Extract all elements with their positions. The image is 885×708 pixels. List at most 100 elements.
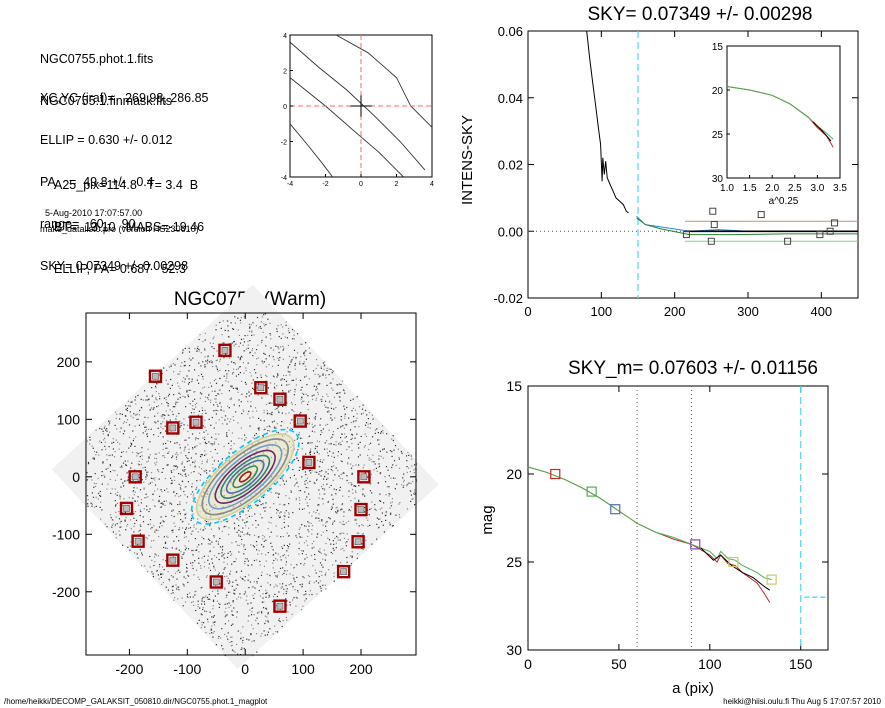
noise-dot [410,494,412,496]
noise-dot [127,400,130,402]
noise-dot [295,497,297,500]
galaxy-xtick-label: 0 [241,661,249,677]
noise-dot [335,542,337,544]
noise-dot [413,493,415,495]
noise-dot [316,445,318,448]
noise-dot [222,384,224,386]
noise-dot [228,620,230,622]
noise-dot [148,534,150,537]
magnitude-marker [610,504,621,515]
noise-dot [332,452,334,454]
sky-box-inner [257,384,265,392]
noise-dot [209,342,211,344]
noise-dot [278,516,281,519]
noise-dot [330,417,332,419]
noise-dot [197,576,199,578]
sky-box-inner [305,459,313,466]
noise-dot [211,558,213,560]
noise-dot [295,378,297,380]
noise-dot [208,418,210,420]
noise-dot [182,469,184,471]
noise-dot [147,460,149,462]
noise-dot [299,584,301,586]
noise-dot [260,376,262,378]
noise-dot [245,370,247,372]
noise-dot [370,473,372,476]
noise-dot [226,556,229,558]
noise-dot [305,479,307,482]
noise-dot [250,405,252,408]
noise-dot [332,523,334,525]
noise-dot [207,433,209,435]
noise-dot [155,554,157,556]
noise-dot [106,526,108,528]
noise-dot [186,460,188,463]
noise-dot [278,336,280,338]
sky-box [148,369,163,383]
noise-dot [288,355,291,358]
noise-dot [285,573,287,575]
noise-dot [268,355,270,357]
noise-dot [204,626,206,628]
noise-dot [166,420,168,422]
noise-dot [256,377,258,379]
noise-dot [196,622,199,624]
noise-dot [305,540,307,542]
noise-dot [212,632,214,634]
noise-dot [200,613,202,615]
noise-dot [134,491,136,493]
noise-dot [204,364,206,366]
sky-box-inner [360,473,368,481]
noise-dot [342,472,344,474]
noise-dot [305,358,307,360]
noise-dot [207,538,210,540]
noise-dot [183,418,185,420]
noise-dot [142,432,144,434]
inset-xtick-label: 1.0 [720,183,734,194]
noise-dot [223,557,225,559]
noise-dot [166,547,169,550]
noise-dot [364,424,367,426]
noise-dot [338,383,340,385]
noise-dot [319,493,321,495]
noise-dot [198,348,200,350]
noise-dot [401,484,403,486]
noise-dot [324,404,326,406]
noise-dot [267,621,269,623]
noise-dot [283,588,285,590]
noise-dot [256,316,259,319]
noise-dot [196,549,198,551]
noise-dot [204,409,206,411]
noise-dot [185,475,187,477]
noise-dot [135,403,137,405]
noise-dot [223,357,225,359]
noise-dot [314,447,316,450]
noise-dot [172,589,174,591]
noise-dot [331,419,333,421]
noise-dot [364,409,367,412]
noise-dot [207,598,209,600]
noise-dot [175,465,177,467]
info-range: range= 60.- 90. [40,217,140,231]
info-file-mask: NGC0755.1.finmask.fits [40,94,172,108]
noise-dot [305,350,307,352]
noise-dot [367,476,369,478]
noise-dot [255,504,257,506]
noise-dot [91,492,93,494]
noise-dot [332,434,334,436]
noise-dot [152,576,155,578]
noise-dot [354,518,357,520]
intens-sky-box-marker [709,207,717,215]
noise-dot [173,465,175,467]
noise-dot [120,526,122,528]
noise-dot [154,553,156,555]
noise-dot [130,528,132,530]
noise-dot [241,538,243,541]
noise-dot [346,479,348,482]
noise-dot [374,432,376,434]
noise-dot [257,344,259,346]
noise-dot [323,493,325,495]
noise-dot [174,364,176,366]
noise-dot [167,414,169,416]
noise-dot [183,450,185,452]
